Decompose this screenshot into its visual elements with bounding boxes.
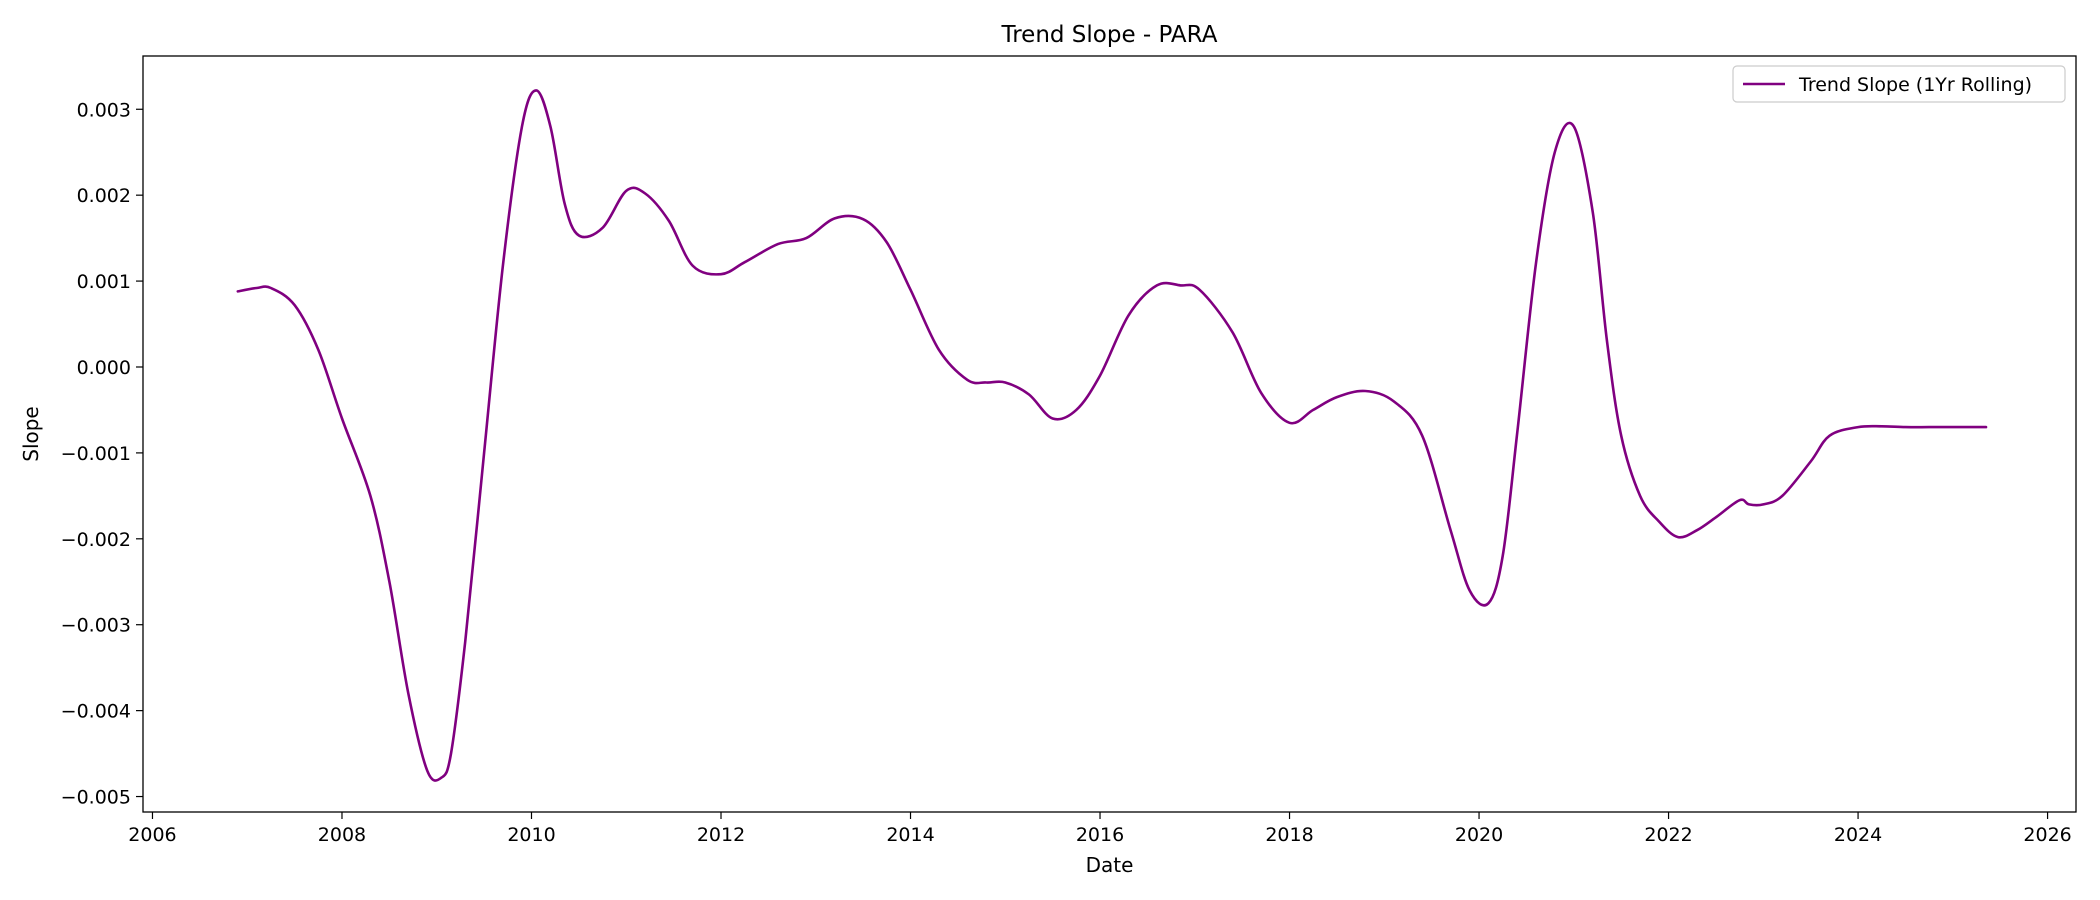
y-tick-label: −0.002 <box>61 529 131 551</box>
y-tick-label: −0.003 <box>61 615 131 637</box>
chart-title: Trend Slope - PARA <box>1001 22 1218 48</box>
y-tick-label: −0.004 <box>61 701 131 723</box>
y-tick-label: 0.001 <box>77 271 131 293</box>
y-axis-ticks: −0.005 −0.004 −0.003 −0.002 −0.001 0.000 0.001… <box>61 99 143 809</box>
x-tick-label: 2026 <box>2023 824 2071 846</box>
x-tick-label: 2022 <box>1644 824 1692 846</box>
plot-area-frame <box>142 55 2077 813</box>
x-axis-title: Date <box>1086 853 1134 877</box>
legend-label: Trend Slope (1Yr Rolling) <box>1798 74 2032 96</box>
x-tick-label: 2024 <box>1834 824 1882 846</box>
y-tick-label: −0.001 <box>61 443 131 465</box>
x-axis-ticks: 2006 2008 2010 2012 2014 2016 2018 2020 2022 2024… <box>128 812 2072 846</box>
y-axis-title: Slope <box>19 406 43 462</box>
series-line-trend-slope <box>236 89 1988 782</box>
x-tick-label: 2006 <box>128 824 176 846</box>
y-tick-label: 0.003 <box>77 99 131 121</box>
legend: Trend Slope (1Yr Rolling) <box>1732 65 2066 103</box>
x-tick-label: 2008 <box>318 824 366 846</box>
x-tick-label: 2014 <box>886 824 934 846</box>
legend-box <box>1732 65 2066 103</box>
x-tick-label: 2018 <box>1265 824 1313 846</box>
x-tick-label: 2020 <box>1455 824 1503 846</box>
y-tick-label: 0.002 <box>77 185 131 207</box>
x-tick-label: 2016 <box>1076 824 1124 846</box>
x-tick-label: 2012 <box>697 824 745 846</box>
x-tick-label: 2010 <box>507 824 555 846</box>
y-tick-label: −0.005 <box>61 787 131 809</box>
y-tick-label: 0.000 <box>77 357 131 379</box>
